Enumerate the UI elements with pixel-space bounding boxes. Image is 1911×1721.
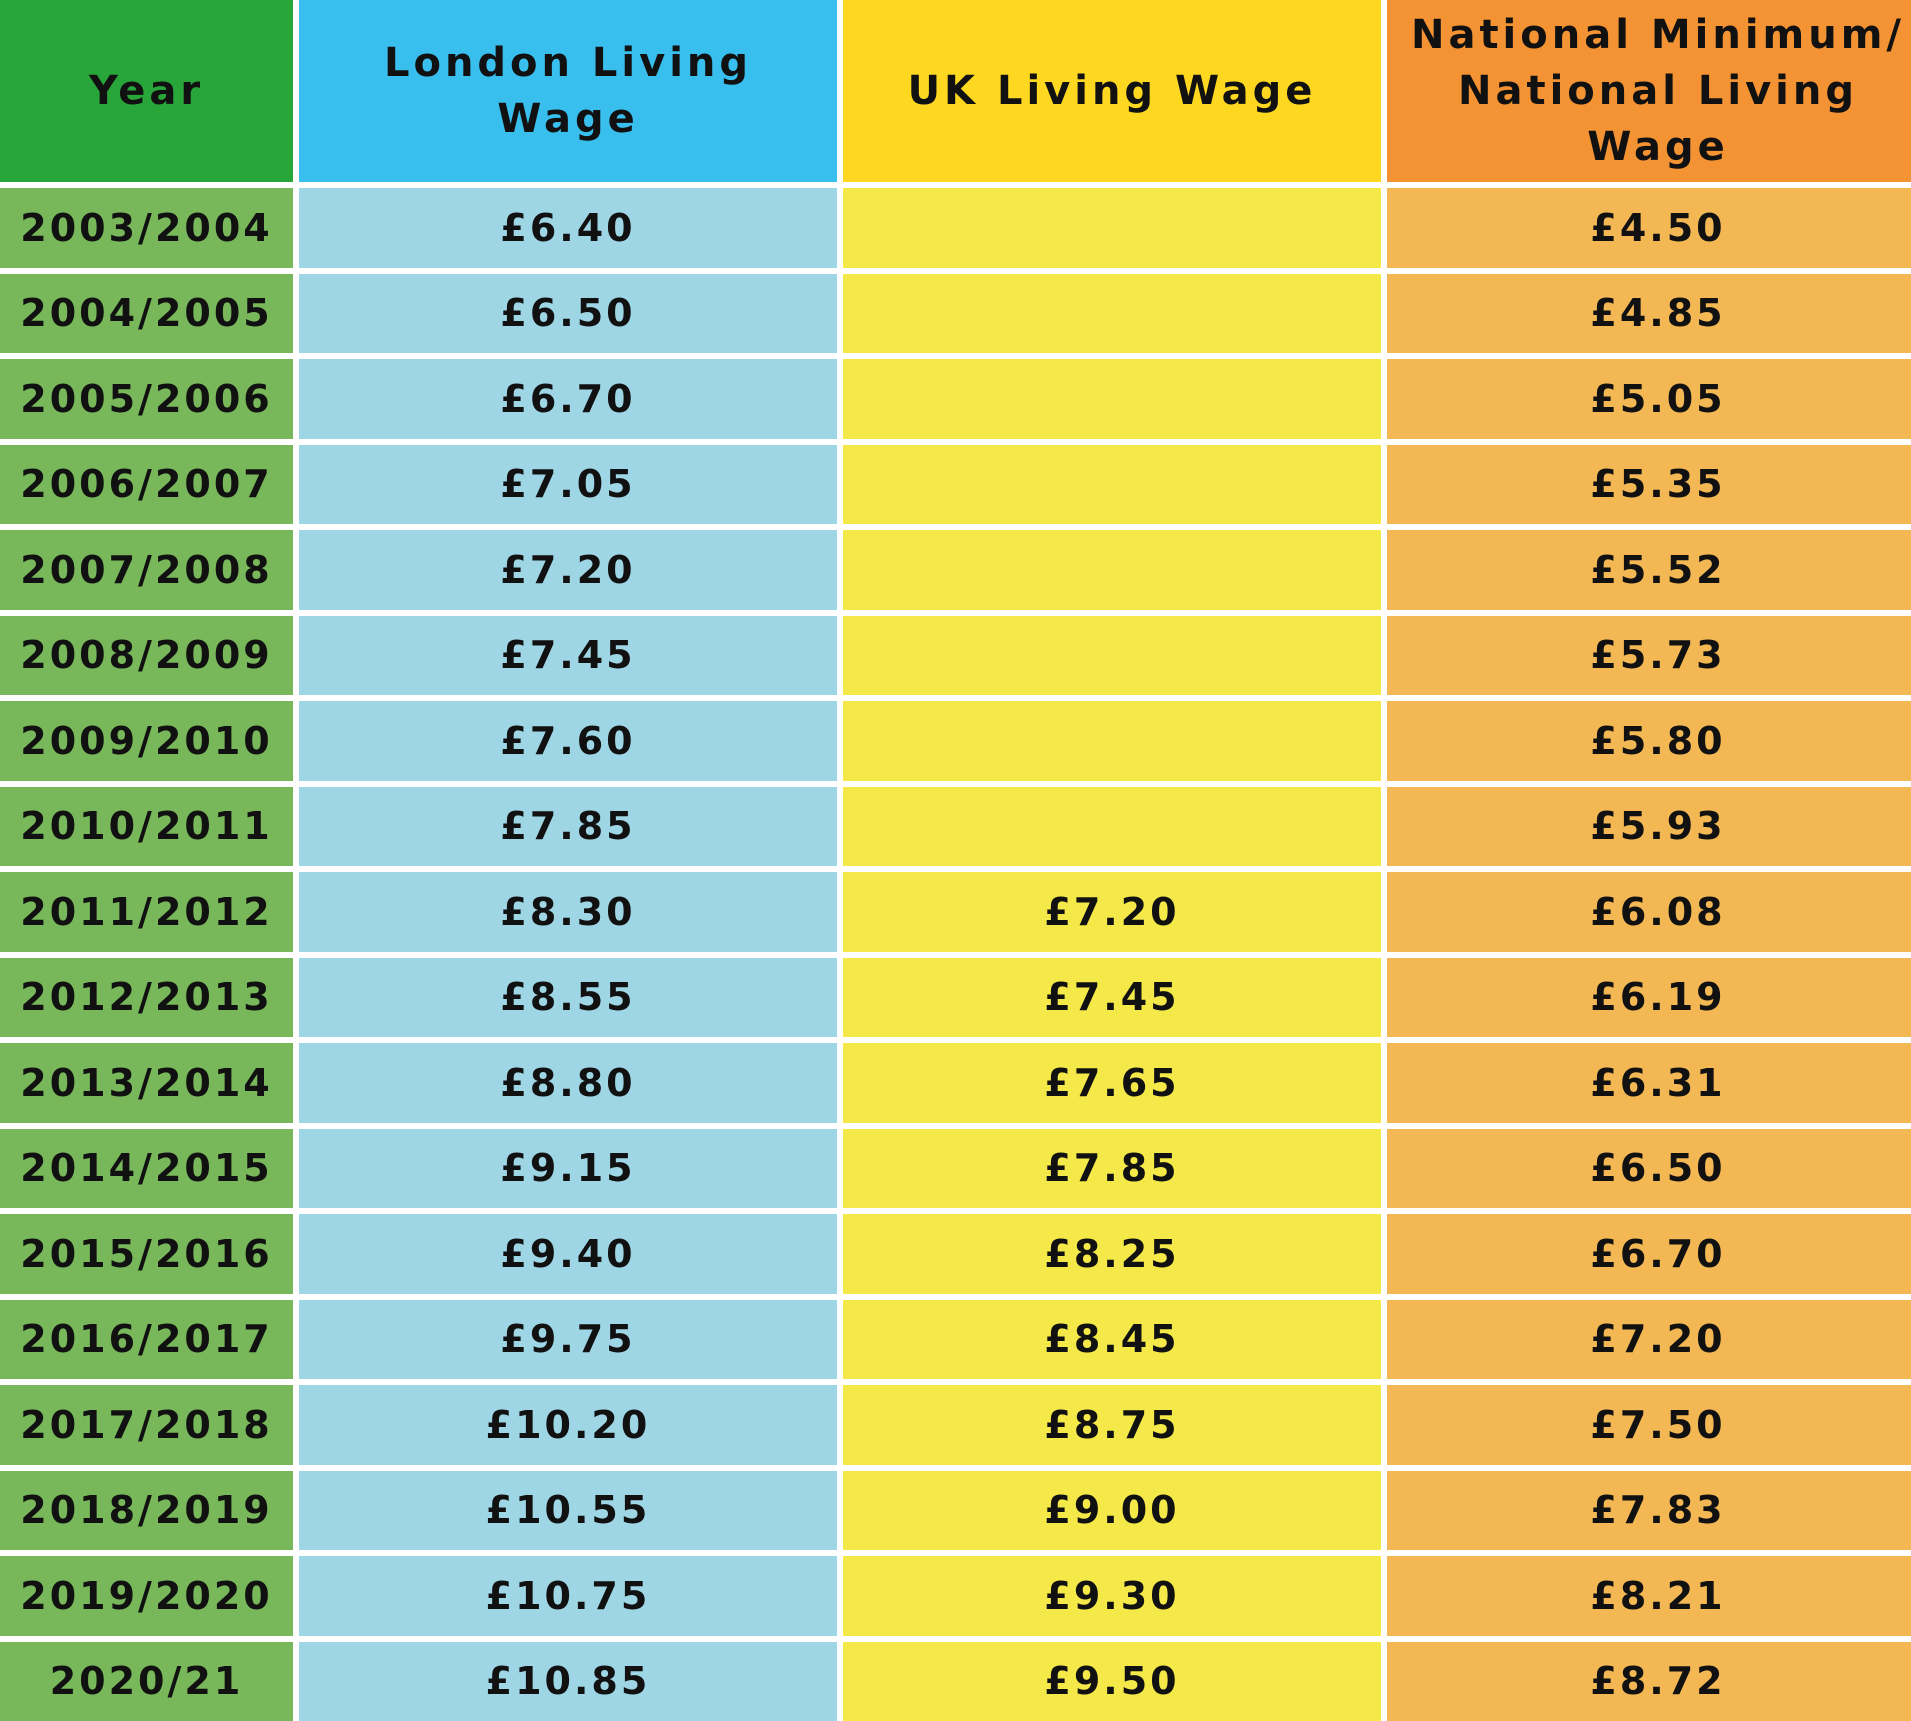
cell-london-living-wage: £10.55 <box>299 1471 837 1551</box>
cell-london-living-wage: £9.40 <box>299 1214 837 1294</box>
cell-national-minimum-wage: £6.50 <box>1387 1129 1911 1209</box>
cell-uk-living-wage <box>843 359 1381 439</box>
cell-year: 2017/2018 <box>0 1385 293 1465</box>
cell-year: 2004/2005 <box>0 274 293 354</box>
cell-year: 2010/2011 <box>0 787 293 867</box>
cell-london-living-wage: £10.75 <box>299 1556 837 1636</box>
wage-table: Year London Living Wage UK Living Wage N… <box>0 0 1911 1603</box>
cell-national-minimum-wage: £6.08 <box>1387 872 1911 952</box>
cell-uk-living-wage <box>843 274 1381 354</box>
cell-year: 2003/2004 <box>0 188 293 268</box>
cell-london-living-wage: £6.40 <box>299 188 837 268</box>
cell-uk-living-wage <box>843 530 1381 610</box>
cell-uk-living-wage: £7.65 <box>843 1043 1381 1123</box>
cell-london-living-wage: £8.55 <box>299 958 837 1038</box>
cell-london-living-wage: £7.20 <box>299 530 837 610</box>
cell-uk-living-wage <box>843 701 1381 781</box>
cell-national-minimum-wage: £4.85 <box>1387 274 1911 354</box>
cell-year: 2016/2017 <box>0 1300 293 1380</box>
cell-london-living-wage: £6.70 <box>299 359 837 439</box>
cell-uk-living-wage: £8.75 <box>843 1385 1381 1465</box>
cell-uk-living-wage <box>843 188 1381 268</box>
cell-national-minimum-wage: £7.83 <box>1387 1471 1911 1551</box>
header-uk-living-wage: UK Living Wage <box>843 0 1381 182</box>
cell-uk-living-wage: £8.45 <box>843 1300 1381 1380</box>
cell-year: 2013/2014 <box>0 1043 293 1123</box>
cell-national-minimum-wage: £6.19 <box>1387 958 1911 1038</box>
cell-london-living-wage: £9.15 <box>299 1129 837 1209</box>
cell-london-living-wage: £8.80 <box>299 1043 837 1123</box>
header-london-living-wage: London Living Wage <box>299 0 837 182</box>
cell-national-minimum-wage: £7.20 <box>1387 1300 1911 1380</box>
cell-uk-living-wage: £9.30 <box>843 1556 1381 1636</box>
cell-uk-living-wage: £7.45 <box>843 958 1381 1038</box>
cell-year: 2019/2020 <box>0 1556 293 1636</box>
cell-london-living-wage: £10.20 <box>299 1385 837 1465</box>
cell-uk-living-wage: £9.00 <box>843 1471 1381 1551</box>
cell-london-living-wage: £8.30 <box>299 872 837 952</box>
cell-year: 2018/2019 <box>0 1471 293 1551</box>
cell-london-living-wage: £7.85 <box>299 787 837 867</box>
cell-national-minimum-wage: £5.52 <box>1387 530 1911 610</box>
cell-uk-living-wage: £7.85 <box>843 1129 1381 1209</box>
cell-national-minimum-wage: £8.21 <box>1387 1556 1911 1636</box>
cell-national-minimum-wage: £5.93 <box>1387 787 1911 867</box>
cell-national-minimum-wage: £6.31 <box>1387 1043 1911 1123</box>
cell-national-minimum-wage: £7.50 <box>1387 1385 1911 1465</box>
cell-national-minimum-wage: £5.35 <box>1387 445 1911 525</box>
cell-national-minimum-wage: £4.50 <box>1387 188 1911 268</box>
cell-national-minimum-wage: £5.80 <box>1387 701 1911 781</box>
cell-london-living-wage: £7.45 <box>299 616 837 696</box>
cell-year: 2007/2008 <box>0 530 293 610</box>
cell-london-living-wage: £6.50 <box>299 274 837 354</box>
cell-london-living-wage: £9.75 <box>299 1300 837 1380</box>
cell-london-living-wage: £10.85 <box>299 1642 837 1721</box>
cell-uk-living-wage <box>843 616 1381 696</box>
cell-national-minimum-wage: £5.05 <box>1387 359 1911 439</box>
cell-year: 2006/2007 <box>0 445 293 525</box>
cell-year: 2011/2012 <box>0 872 293 952</box>
cell-uk-living-wage: £8.25 <box>843 1214 1381 1294</box>
cell-uk-living-wage <box>843 445 1381 525</box>
cell-national-minimum-wage: £5.73 <box>1387 616 1911 696</box>
cell-year: 2008/2009 <box>0 616 293 696</box>
cell-national-minimum-wage: £6.70 <box>1387 1214 1911 1294</box>
cell-london-living-wage: £7.05 <box>299 445 837 525</box>
cell-year: 2005/2006 <box>0 359 293 439</box>
header-national-minimum-line1: National Minimum/ <box>1395 7 1911 63</box>
cell-national-minimum-wage: £8.72 <box>1387 1642 1911 1721</box>
cell-london-living-wage: £7.60 <box>299 701 837 781</box>
cell-year: 2014/2015 <box>0 1129 293 1209</box>
cell-uk-living-wage: £9.50 <box>843 1642 1381 1721</box>
cell-year: 2015/2016 <box>0 1214 293 1294</box>
header-national-minimum-wage: National Minimum/ National Living Wage <box>1387 0 1911 182</box>
cell-uk-living-wage: £7.20 <box>843 872 1381 952</box>
cell-year: 2009/2010 <box>0 701 293 781</box>
cell-year: 2020/21 <box>0 1642 293 1721</box>
cell-uk-living-wage <box>843 787 1381 867</box>
header-year: Year <box>0 0 293 182</box>
cell-year: 2012/2013 <box>0 958 293 1038</box>
header-national-minimum-line2: National Living Wage <box>1395 63 1911 175</box>
